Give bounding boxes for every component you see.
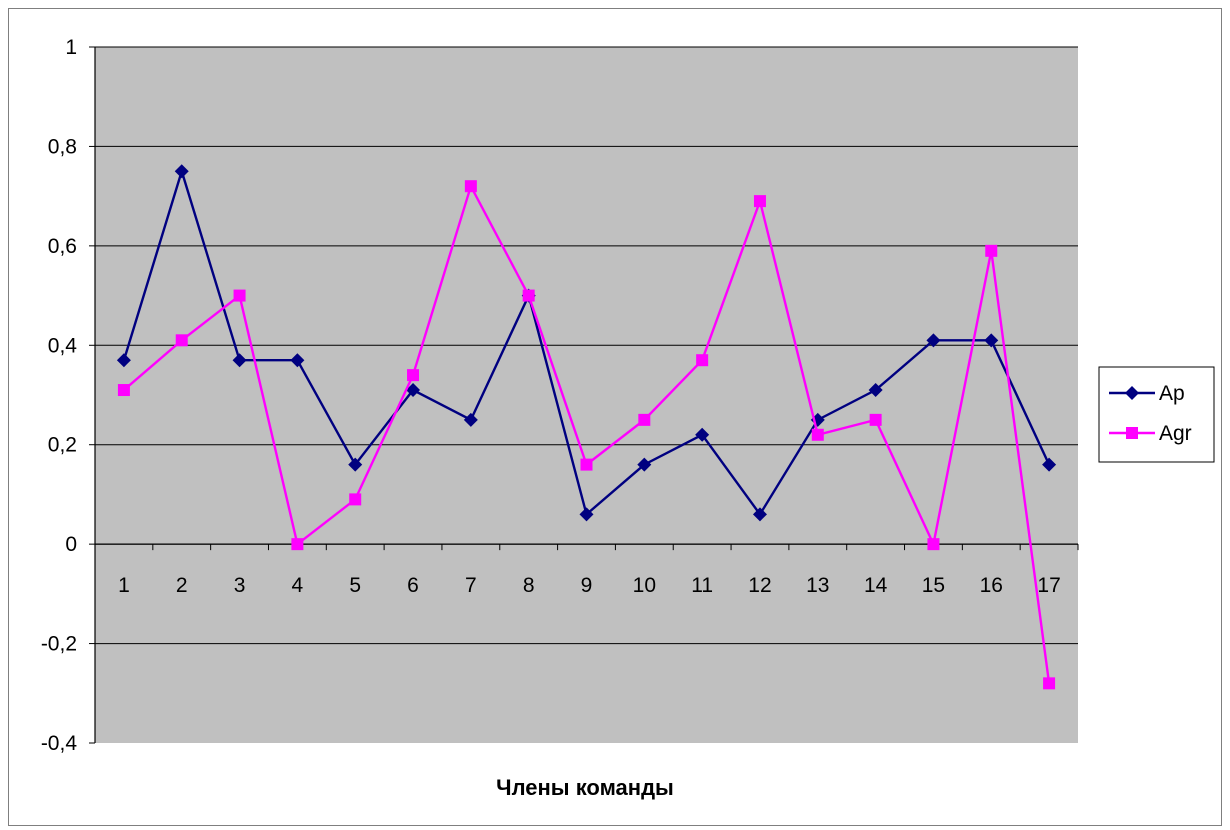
legend-box [1098,366,1215,463]
data-point-agr [1043,677,1056,690]
data-point-agr [696,354,709,367]
data-point-ap [579,507,594,522]
x-tick-label: 3 [234,574,246,597]
legend-label: Agr [1159,422,1192,445]
legend-label: Ap [1159,382,1185,405]
data-point-agr [464,180,477,193]
data-point-agr [117,384,130,397]
data-point-agr [233,289,246,302]
x-tick-label: 5 [349,574,361,597]
y-tick-label: 0,4 [48,334,78,357]
x-tick-label: 10 [633,574,656,597]
data-point-agr [580,458,593,471]
data-point-agr [753,195,766,208]
data-point-ap [348,457,363,472]
data-point-agr [291,538,304,551]
y-tick-labels: -0,4 -0,2 0 0,2 0,4 0,6 0,8 1 [41,36,78,755]
x-tick-label: 2 [176,574,188,597]
legend-marker-agr [1126,427,1138,439]
data-point-agr [349,493,362,506]
x-tick-label: 8 [523,574,535,597]
data-point-ap [984,333,999,348]
y-tick-label: 0,2 [48,434,77,457]
data-point-ap [752,507,767,522]
data-point-ap [1042,457,1057,472]
data-point-ap [290,353,305,368]
series-agr [117,180,1056,690]
legend: Ap Agr [1098,366,1215,463]
x-tick-label: 9 [581,574,593,597]
x-tick-label: 12 [748,574,771,597]
data-point-agr [407,369,420,382]
series-layer [116,164,1057,690]
x-tick-label: 15 [922,574,945,597]
data-point-ap [463,412,478,427]
x-tick-label: 17 [1037,574,1060,597]
x-tick-label: 13 [806,574,829,597]
y-tick-label: -0,2 [41,633,77,656]
data-point-ap [232,353,247,368]
x-tick-labels: 1 2 3 4 5 6 7 8 9 10 11 12 13 14 15 16 17 [118,574,1061,597]
legend-marker-ap [1125,386,1139,400]
x-tick-label: 16 [980,574,1003,597]
data-point-agr [638,413,651,426]
x-tick-label: 6 [407,574,419,597]
axes [89,46,1079,744]
data-point-agr [927,538,940,551]
data-point-ap [926,333,941,348]
x-tick-label: 11 [691,574,713,597]
y-tick-label: 0,8 [48,135,77,158]
y-tick-label: 0 [65,533,77,556]
data-point-ap [637,457,652,472]
data-point-ap [116,353,131,368]
data-point-agr [985,244,998,257]
data-point-ap [406,383,421,398]
legend-item-agr: Agr [1109,422,1192,445]
data-point-agr [175,334,188,347]
plot-area [95,47,1078,743]
data-point-agr [522,289,535,302]
x-axis-title: Члены команды [496,775,674,800]
y-tick-label: 0,6 [48,235,77,258]
data-point-ap [868,383,883,398]
x-tick-label: 7 [465,574,477,597]
y-tick-label: 1 [65,36,77,59]
data-point-agr [811,428,824,441]
x-tick-label: 14 [864,574,888,597]
legend-item-ap: Ap [1109,382,1185,405]
x-tick-label: 4 [292,574,304,597]
data-point-ap [174,164,189,179]
y-tick-label: -0,4 [41,732,78,755]
data-point-ap [695,427,710,442]
data-point-agr [869,413,882,426]
x-tick-label: 1 [118,574,130,597]
